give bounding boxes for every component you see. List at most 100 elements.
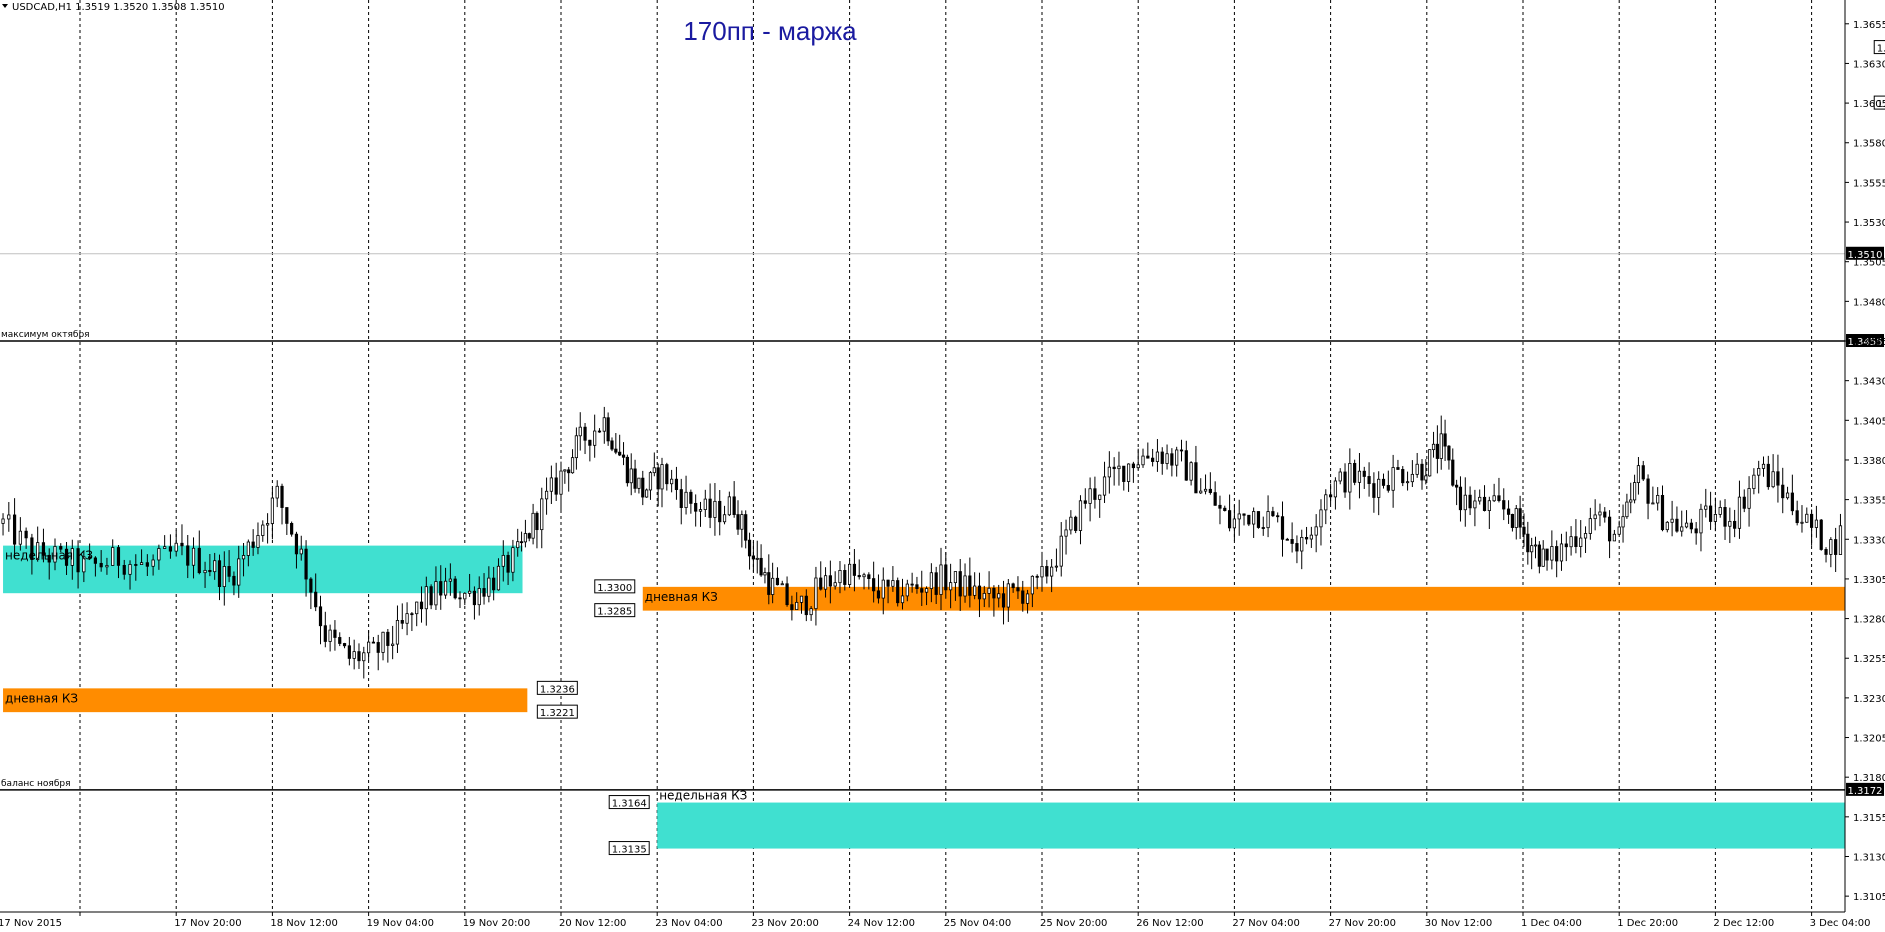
level-name: максимум октября: [1, 330, 90, 340]
candle: [12, 498, 17, 558]
candle: [1112, 457, 1116, 486]
y-tick-label: 1.3655: [1853, 20, 1885, 31]
candle: [1242, 513, 1246, 526]
candle: [472, 586, 477, 620]
candle: [578, 412, 582, 451]
x-tick-label: 27 Nov 04:00: [1232, 918, 1299, 929]
y-tick-label: 1.3330: [1853, 535, 1885, 546]
candle: [1829, 537, 1833, 568]
candle: [376, 634, 380, 671]
candle: [64, 542, 69, 576]
candle: [1607, 510, 1612, 559]
candle: [1295, 535, 1299, 564]
candle: [410, 612, 414, 632]
y-tick-label: 1.3555: [1853, 178, 1885, 189]
x-tick-label: 19 Nov 20:00: [463, 918, 530, 929]
candle: [727, 491, 731, 517]
candle: [963, 563, 967, 603]
candle: [1651, 486, 1655, 505]
zone-price-tag: 1.3640: [1873, 40, 1885, 55]
candle: [1271, 506, 1275, 518]
candle: [1059, 522, 1063, 577]
candle: [625, 454, 629, 487]
candle: [333, 620, 337, 651]
candle: [679, 478, 683, 525]
candle: [1502, 488, 1506, 521]
x-tick-label: 20 Nov 12:00: [559, 918, 626, 929]
y-tick-label: 1.3180: [1853, 773, 1885, 784]
candle: [804, 589, 808, 622]
svg-text:1.3640: 1.3640: [1877, 44, 1885, 55]
candle: [328, 624, 332, 652]
candle: [1194, 445, 1198, 494]
candle: [105, 557, 109, 575]
candle: [1199, 478, 1203, 495]
candle: [1232, 505, 1236, 541]
candle: [285, 507, 289, 535]
candle: [1684, 510, 1689, 529]
candle: [128, 560, 132, 590]
candle: [1747, 476, 1751, 527]
candle: [168, 534, 173, 559]
candle: [843, 564, 847, 591]
candle: [290, 521, 294, 537]
chevron-down-icon[interactable]: [2, 4, 8, 8]
candle: [1045, 559, 1049, 584]
candle: [487, 566, 491, 603]
candle: [157, 544, 161, 570]
candle: [1506, 500, 1511, 524]
svg-text:1.3510: 1.3510: [1848, 250, 1883, 261]
candle: [314, 573, 318, 612]
y-tick-label: 1.3530: [1853, 218, 1885, 229]
candle: [708, 483, 712, 529]
zone-label: дневная КЗ: [645, 590, 718, 604]
candle: [352, 639, 356, 670]
candle: [1526, 521, 1530, 565]
candle: [1776, 454, 1780, 503]
candle: [588, 439, 592, 462]
candle: [1035, 574, 1039, 590]
zone-price-tag: 1.3236: [536, 680, 578, 695]
candle: [1737, 480, 1742, 539]
candle: [862, 572, 866, 590]
candle: [1675, 506, 1679, 533]
candle: [703, 489, 707, 517]
candle: [342, 642, 347, 649]
y-tick-label: 1.3355: [1853, 496, 1885, 507]
candle: [36, 526, 40, 562]
candle: [799, 595, 804, 614]
svg-text:1.3172: 1.3172: [1848, 786, 1883, 797]
candle: [570, 449, 575, 474]
candle: [1208, 472, 1212, 495]
candle: [1593, 499, 1597, 531]
candle: [1309, 526, 1313, 548]
candle: [900, 578, 905, 610]
candle: [958, 558, 962, 611]
candle: [139, 549, 144, 566]
svg-text:1.3285: 1.3285: [597, 607, 632, 618]
candle: [1795, 500, 1799, 526]
candle: [203, 561, 207, 588]
x-tick-label: 23 Nov 20:00: [751, 918, 818, 929]
candle: [1285, 537, 1289, 541]
candle: [270, 488, 275, 540]
candle: [1819, 519, 1823, 551]
x-tick-label: 23 Nov 04:00: [655, 918, 722, 929]
candle: [1155, 439, 1160, 472]
candle: [1660, 485, 1665, 532]
candle: [1478, 489, 1482, 505]
candle: [535, 511, 539, 549]
candle: [439, 565, 443, 610]
candle: [602, 406, 606, 444]
candle: [747, 532, 752, 570]
candle: [1078, 495, 1083, 545]
candle: [7, 502, 11, 532]
y-tick-label: 1.3230: [1853, 694, 1885, 705]
candle: [767, 554, 771, 605]
candle: [1237, 499, 1241, 536]
candle: [191, 537, 196, 579]
candle: [1280, 501, 1285, 557]
candle: [527, 532, 531, 542]
candle: [1391, 454, 1395, 508]
